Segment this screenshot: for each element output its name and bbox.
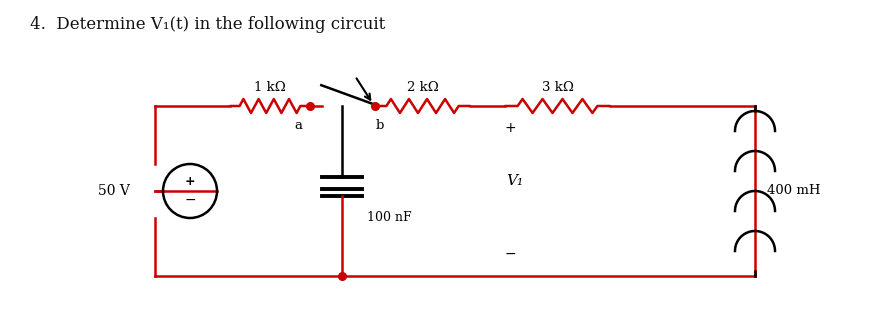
Text: a: a [293,119,302,132]
Text: 1 kΩ: 1 kΩ [254,81,285,94]
Text: −: − [504,247,515,261]
Text: 4.  Determine V₁(t) in the following circuit: 4. Determine V₁(t) in the following circ… [30,16,385,33]
Text: +: + [504,121,515,135]
Text: b: b [376,119,384,132]
Text: 50 V: 50 V [98,184,130,198]
Text: 400 mH: 400 mH [766,185,819,198]
Text: 100 nF: 100 nF [367,211,411,224]
Text: V₁: V₁ [506,174,523,188]
Text: +: + [184,175,195,188]
Text: 2 kΩ: 2 kΩ [407,81,438,94]
Text: 3 kΩ: 3 kΩ [541,81,572,94]
Text: −: − [184,193,196,207]
